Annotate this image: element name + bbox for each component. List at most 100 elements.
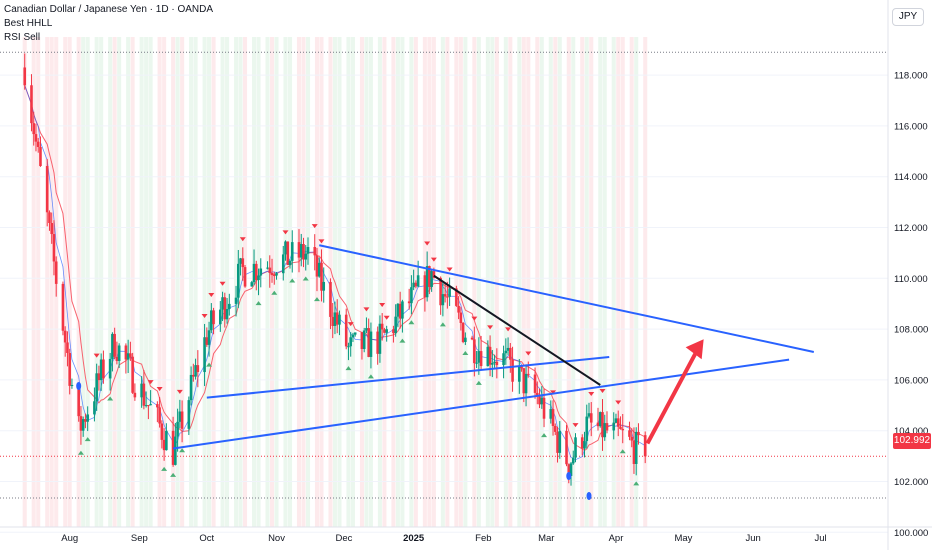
buy-signal-marker xyxy=(439,322,446,327)
candle-body xyxy=(383,329,386,333)
signal-band xyxy=(359,37,364,527)
candle-body xyxy=(473,339,476,364)
signal-band xyxy=(598,37,603,527)
buy-signal-marker xyxy=(161,466,168,471)
signal-band xyxy=(616,37,621,527)
sell-signal-marker xyxy=(471,316,478,321)
signal-band xyxy=(611,37,616,527)
candle xyxy=(144,391,148,408)
candle-body xyxy=(392,329,395,334)
x-tick-label: Aug xyxy=(61,533,78,544)
hhll-marker xyxy=(566,472,572,480)
signal-band xyxy=(517,37,522,527)
signal-band xyxy=(584,37,589,527)
candle-body xyxy=(643,435,647,457)
candle-body xyxy=(495,361,499,366)
symbol-title[interactable]: Canadian Dollar / Japanese Yen · 1D · OA… xyxy=(4,4,214,15)
candle-body xyxy=(322,281,326,291)
trendline-inner-support xyxy=(206,356,610,399)
candle-body xyxy=(207,330,211,345)
sell-signal-marker xyxy=(318,239,325,244)
candle xyxy=(149,390,152,406)
candle xyxy=(549,400,553,424)
candle xyxy=(365,317,368,334)
y-tick-label: 102.000 xyxy=(894,477,928,488)
candle xyxy=(290,230,294,273)
candle-body xyxy=(410,287,413,304)
candle xyxy=(446,281,449,309)
candle-body xyxy=(219,309,222,325)
candle xyxy=(538,388,541,409)
candle-body xyxy=(349,337,353,347)
candle xyxy=(571,450,575,465)
candle xyxy=(585,404,589,449)
hhll-marker xyxy=(586,492,592,500)
signal-band xyxy=(548,37,553,527)
candle xyxy=(504,338,508,365)
buy-signal-marker xyxy=(619,449,626,454)
signal-band xyxy=(76,37,81,527)
signal-band xyxy=(193,37,198,527)
candle-body xyxy=(493,361,496,364)
red-moving-average xyxy=(24,85,646,452)
signal-band xyxy=(171,37,176,527)
signal-band xyxy=(571,37,576,527)
candle-body xyxy=(553,425,557,432)
candle-body xyxy=(338,314,341,325)
currency-button[interactable]: JPY xyxy=(892,8,924,26)
candle xyxy=(297,229,301,273)
candle xyxy=(34,123,38,152)
candle xyxy=(351,332,355,342)
candle xyxy=(272,271,276,285)
candle xyxy=(583,431,586,458)
candle-body xyxy=(165,430,168,451)
sell-signal-marker xyxy=(525,351,532,356)
candle-body xyxy=(140,383,143,398)
arrow-head xyxy=(685,339,704,360)
candle xyxy=(425,251,429,302)
indicator-label-best-hhll[interactable]: Best HHLL xyxy=(4,18,53,29)
sell-signal-marker xyxy=(430,257,437,262)
buy-signal-marker xyxy=(77,450,84,455)
signal-band xyxy=(22,37,27,527)
buy-signal-marker xyxy=(84,437,91,442)
candle xyxy=(243,265,247,288)
candle xyxy=(196,350,200,388)
candle-body xyxy=(48,212,51,224)
candle-body xyxy=(428,266,431,287)
x-axis: Aug Sep Oct Nov Dec 2025 Feb Mar Apr May Jun Jul xyxy=(0,526,932,544)
candle-body xyxy=(362,330,366,350)
candle xyxy=(99,353,103,391)
candle-body xyxy=(367,328,370,357)
candle-body xyxy=(63,330,67,343)
candle-body xyxy=(619,426,622,429)
sell-signal-marker xyxy=(219,281,226,286)
candle-body xyxy=(254,263,258,281)
candle xyxy=(470,335,474,341)
candle-body xyxy=(160,423,164,440)
signal-band xyxy=(117,37,122,527)
candle xyxy=(192,363,195,382)
candle-body xyxy=(187,400,191,429)
sell-signal-marker xyxy=(282,230,289,235)
candle-body xyxy=(488,346,492,365)
candle-body xyxy=(223,297,227,320)
y-tick-label: 114.000 xyxy=(894,172,928,183)
candle-body xyxy=(272,275,276,277)
candle xyxy=(315,247,319,292)
candle-body xyxy=(398,303,402,319)
candle-body xyxy=(407,301,411,304)
candle xyxy=(455,285,458,307)
candle-body xyxy=(518,366,521,382)
candle xyxy=(48,210,51,231)
candle xyxy=(250,280,254,287)
signal-band xyxy=(36,37,41,527)
signal-band xyxy=(629,37,634,527)
candle xyxy=(522,367,526,403)
indicator-label-rsi-sell[interactable]: RSI Sell xyxy=(4,32,41,43)
candle-body xyxy=(36,141,40,148)
candle-body xyxy=(102,359,105,379)
candle xyxy=(147,405,150,420)
